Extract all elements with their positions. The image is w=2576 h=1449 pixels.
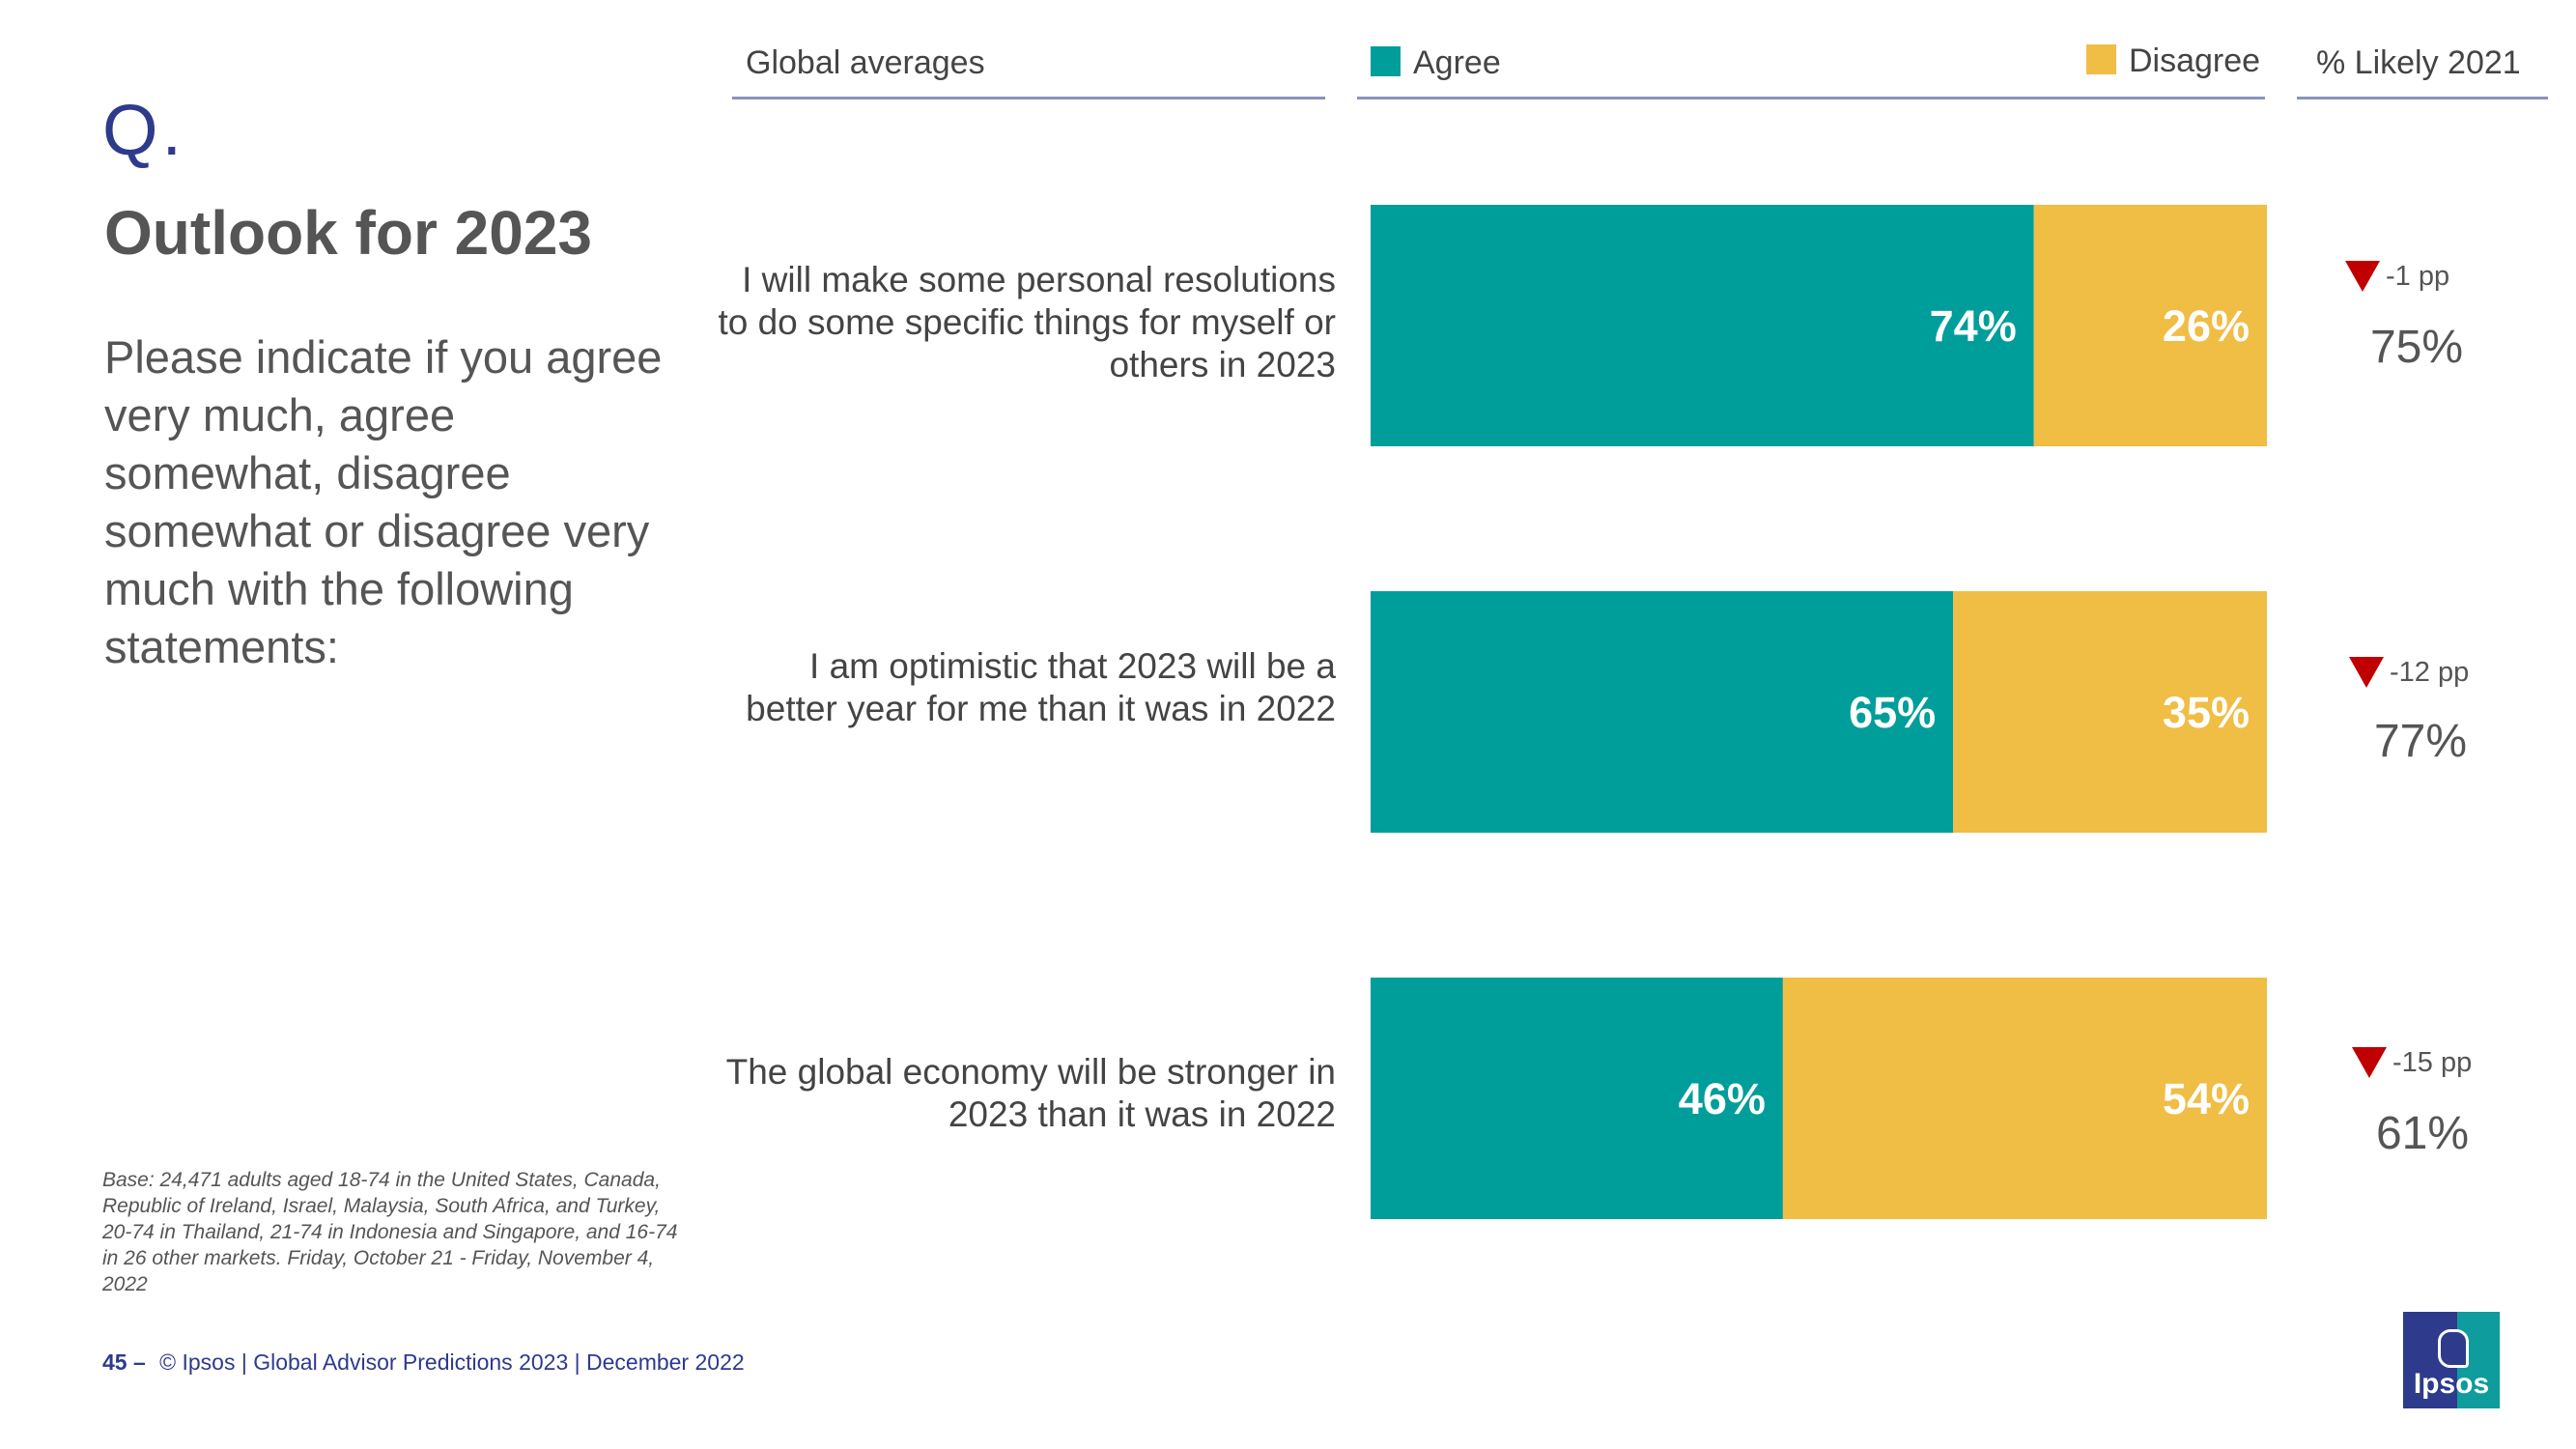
footer: 45 – © Ipsos | Global Advisor Prediction… bbox=[102, 1350, 745, 1376]
header-global-averages: Global averages bbox=[746, 44, 985, 81]
bar-disagree-1 bbox=[2033, 205, 2267, 446]
base-note: Base: 24,471 adults aged 18-74 in the Un… bbox=[102, 1169, 678, 1295]
likely-delta-2: -12 pp bbox=[2390, 657, 2470, 688]
page-number: 45 – bbox=[102, 1350, 146, 1375]
legend-disagree-label: Disagree bbox=[2129, 43, 2261, 79]
bar-agree-1 bbox=[1371, 205, 2034, 446]
logo-text: Ipsos bbox=[2413, 1368, 2490, 1400]
slide-title: Outlook for 2023 bbox=[104, 198, 592, 268]
likely-delta-3: -15 pp bbox=[2392, 1047, 2473, 1078]
likely-delta-1: -1 pp bbox=[2386, 261, 2450, 292]
row-label-3: The global economy will be stronger in 2… bbox=[725, 1052, 1336, 1134]
legend-agree-label: Agree bbox=[1413, 44, 1501, 81]
footer-text: © Ipsos | Global Advisor Predictions 202… bbox=[159, 1350, 745, 1375]
header-divider-likely bbox=[2297, 97, 2548, 99]
row-label-2: I am optimistic that 2023 will be a bett… bbox=[746, 646, 1336, 728]
data-label-agree-3: 46% bbox=[1679, 1074, 1766, 1123]
data-label-disagree-2: 35% bbox=[2163, 688, 2250, 737]
logo-head-icon bbox=[2438, 1329, 2469, 1368]
legend-disagree-swatch bbox=[2086, 44, 2116, 74]
likely-value-2: 77% bbox=[2373, 716, 2468, 767]
down-arrow-icon bbox=[2345, 261, 2380, 292]
bar-disagree-3 bbox=[1782, 978, 2267, 1219]
question-text: Please indicate if you agree very much, … bbox=[104, 331, 663, 672]
data-label-disagree-1: 26% bbox=[2163, 301, 2250, 351]
data-label-agree-1: 74% bbox=[1930, 301, 2017, 351]
ipsos-logo: Ipsos bbox=[2403, 1312, 2500, 1408]
header-divider-global bbox=[732, 97, 1325, 99]
row-label-1: I will make some personal resolutions to… bbox=[718, 260, 1336, 384]
bar-disagree-2 bbox=[1953, 591, 2267, 833]
stacked-bar-chart: 74% 26% 65% 35% 46% 54% bbox=[1371, 205, 2267, 1219]
legend-agree-swatch bbox=[1371, 46, 1401, 76]
data-label-disagree-3: 54% bbox=[2163, 1074, 2250, 1123]
bar-agree-3 bbox=[1371, 978, 1783, 1219]
data-label-agree-2: 65% bbox=[1849, 688, 1936, 737]
down-arrow-icon bbox=[2349, 657, 2384, 688]
header-likely-2021: % Likely 2021 bbox=[2316, 44, 2521, 81]
likely-value-3: 61% bbox=[2375, 1108, 2470, 1159]
down-arrow-icon bbox=[2352, 1047, 2387, 1078]
header-divider-legend bbox=[1357, 97, 2265, 99]
bar-agree-2 bbox=[1371, 591, 1954, 833]
likely-value-1: 75% bbox=[2369, 322, 2464, 373]
question-mark-label: Q. bbox=[102, 90, 186, 170]
